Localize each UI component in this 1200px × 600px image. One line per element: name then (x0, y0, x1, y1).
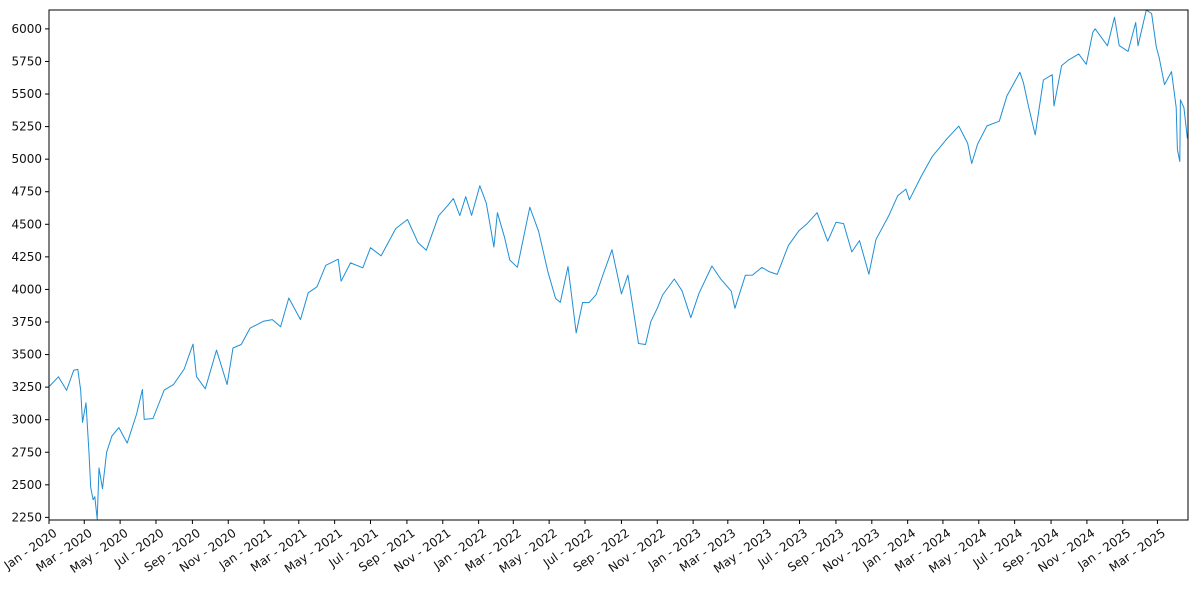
y-tick-label: 4500 (11, 217, 42, 231)
y-tick-label: 3250 (11, 380, 42, 394)
y-tick-label: 5500 (11, 87, 42, 101)
y-tick-label: 5250 (11, 120, 42, 134)
y-tick-label: 2500 (11, 478, 42, 492)
y-tick-label: 3500 (11, 348, 42, 362)
y-tick-label: 4750 (11, 185, 42, 199)
y-tick-label: 5750 (11, 54, 42, 68)
y-tick-label: 6000 (11, 22, 42, 36)
y-tick-label: 4250 (11, 250, 42, 264)
y-tick-label: 2750 (11, 445, 42, 459)
y-tick-label: 3750 (11, 315, 42, 329)
y-axis: 2250 2500 2750 3000 3250 3500 3750 4000 4250 4500… (11, 22, 49, 524)
series-line (49, 9, 1188, 520)
y-tick-label: 5000 (11, 152, 42, 166)
plot-frame (48, 9, 1189, 521)
y-tick-label: 4000 (11, 282, 42, 296)
y-tick-label: 3000 (11, 413, 42, 427)
y-tick-label: 2250 (11, 510, 42, 524)
